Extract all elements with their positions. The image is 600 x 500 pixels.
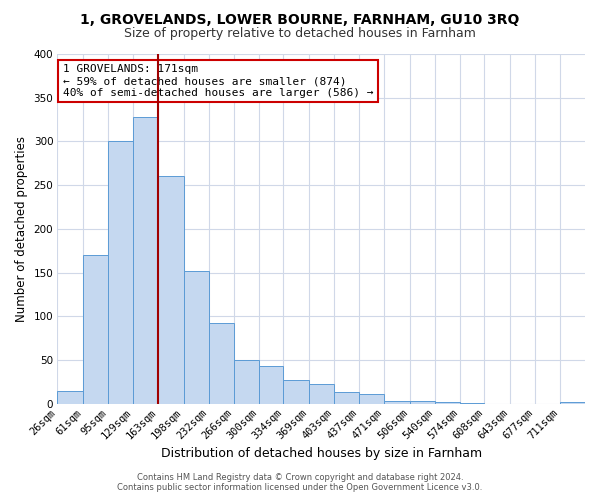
X-axis label: Distribution of detached houses by size in Farnham: Distribution of detached houses by size … (161, 447, 482, 460)
Bar (184, 271, 209, 404)
Bar (259, 366, 283, 404)
Bar (209, 324, 233, 404)
Bar (334, 392, 359, 404)
Bar (309, 384, 334, 404)
Text: 1, GROVELANDS, LOWER BOURNE, FARNHAM, GU10 3RQ: 1, GROVELANDS, LOWER BOURNE, FARNHAM, GU… (80, 12, 520, 26)
Text: Contains HM Land Registry data © Crown copyright and database right 2024.
Contai: Contains HM Land Registry data © Crown c… (118, 473, 482, 492)
Y-axis label: Number of detached properties: Number of detached properties (15, 136, 28, 322)
Bar (58, 390, 83, 404)
Bar (108, 142, 133, 404)
Bar (233, 360, 259, 404)
Bar (384, 401, 410, 404)
Bar (133, 117, 158, 404)
Bar (560, 402, 585, 404)
Bar (434, 402, 460, 404)
Bar (359, 394, 384, 404)
Text: Size of property relative to detached houses in Farnham: Size of property relative to detached ho… (124, 28, 476, 40)
Bar (410, 401, 434, 404)
Text: 1 GROVELANDS: 171sqm
← 59% of detached houses are smaller (874)
40% of semi-deta: 1 GROVELANDS: 171sqm ← 59% of detached h… (63, 64, 373, 98)
Bar (283, 380, 309, 404)
Bar (460, 403, 484, 404)
Bar (83, 255, 108, 404)
Bar (158, 176, 184, 404)
